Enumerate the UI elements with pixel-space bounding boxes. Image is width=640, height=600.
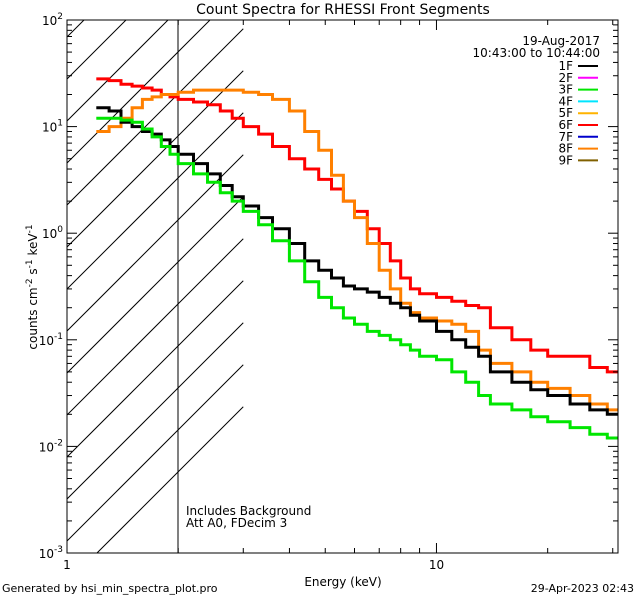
y-tick-base: 10 <box>42 14 57 28</box>
hatch-line <box>66 19 211 164</box>
series-line-8F <box>96 88 618 528</box>
date-label: 19-Aug-2017 <box>522 34 600 48</box>
hatch-line <box>66 196 244 374</box>
y-tick-label: 10-2 <box>39 438 63 454</box>
y-axis-label-exp: -2 <box>25 278 35 287</box>
y-tick-exp: -2 <box>54 438 63 448</box>
hatch-line <box>66 19 127 80</box>
y-tick-exp: 1 <box>57 119 63 129</box>
y-tick-base: 10 <box>39 440 54 454</box>
x-tick-label: 10 <box>429 558 444 572</box>
series-line-1F <box>96 106 618 528</box>
y-tick-base: 10 <box>39 547 54 561</box>
y-axis-label-part: counts cm <box>26 287 40 349</box>
generated-by-label: Generated by hsi_min_spectra_plot.pro <box>2 582 218 595</box>
hatch-line <box>96 406 244 554</box>
y-tick-label: 10-1 <box>39 332 63 348</box>
legend-label: 3F <box>558 83 573 97</box>
legend-label: 6F <box>558 118 573 132</box>
y-tick-exp: 2 <box>57 12 63 22</box>
annotation-background: Includes Background <box>186 504 311 518</box>
legend-label: 2F <box>558 71 573 85</box>
annotation-attenuator: Att A0, FDecim 3 <box>186 516 287 530</box>
y-axis-label: counts cm-2 s-1 keV-1 <box>25 224 40 349</box>
legend-label: 8F <box>558 142 573 156</box>
hatch-line <box>66 70 244 248</box>
hatched-region <box>66 19 244 554</box>
y-tick-exp: -3 <box>54 545 63 555</box>
series-line-3F <box>96 116 618 536</box>
hatch-line <box>66 322 244 500</box>
plot-frame <box>66 19 619 554</box>
legend-label: 9F <box>558 153 573 167</box>
x-axis-label: Energy (keV) <box>304 575 381 589</box>
y-tick-label: 102 <box>42 12 63 28</box>
hatch-line <box>66 19 169 122</box>
y-tick-exp: 0 <box>57 225 63 235</box>
y-axis-label-part: keV <box>26 233 40 260</box>
x-tick-label: 1 <box>63 558 71 572</box>
hatch-line <box>66 112 244 290</box>
y-axis-label-exp: -1 <box>25 259 35 268</box>
time-range-label: 10:43:00 to 10:44:00 <box>473 46 600 60</box>
hatch-line <box>66 238 244 416</box>
y-tick-label: 10-3 <box>39 545 63 561</box>
legend-label: 1F <box>558 59 573 73</box>
series-group <box>96 77 618 536</box>
timestamp-label: 29-Apr-2023 02:43 <box>530 582 634 595</box>
y-tick-label: 101 <box>42 119 63 135</box>
chart-title: Count Spectra for RHESSI Front Segments <box>196 2 490 18</box>
y-tick-exp: -1 <box>54 332 63 342</box>
y-tick-base: 10 <box>42 121 57 135</box>
hatch-line <box>66 28 244 206</box>
hatch-line <box>66 19 85 38</box>
y-axis-label-exp: -1 <box>25 224 35 233</box>
hatch-line <box>66 280 244 458</box>
legend-label: 4F <box>558 94 573 108</box>
legend-label: 7F <box>558 130 573 144</box>
y-tick-base: 10 <box>39 334 54 348</box>
series-line-6F <box>96 77 618 513</box>
hatch-line <box>66 154 244 332</box>
y-tick-base: 10 <box>42 227 57 241</box>
legend-label: 5F <box>558 106 573 120</box>
y-axis-label-part: s <box>26 268 40 278</box>
y-tick-label: 100 <box>42 225 63 241</box>
hatch-line <box>66 364 244 542</box>
